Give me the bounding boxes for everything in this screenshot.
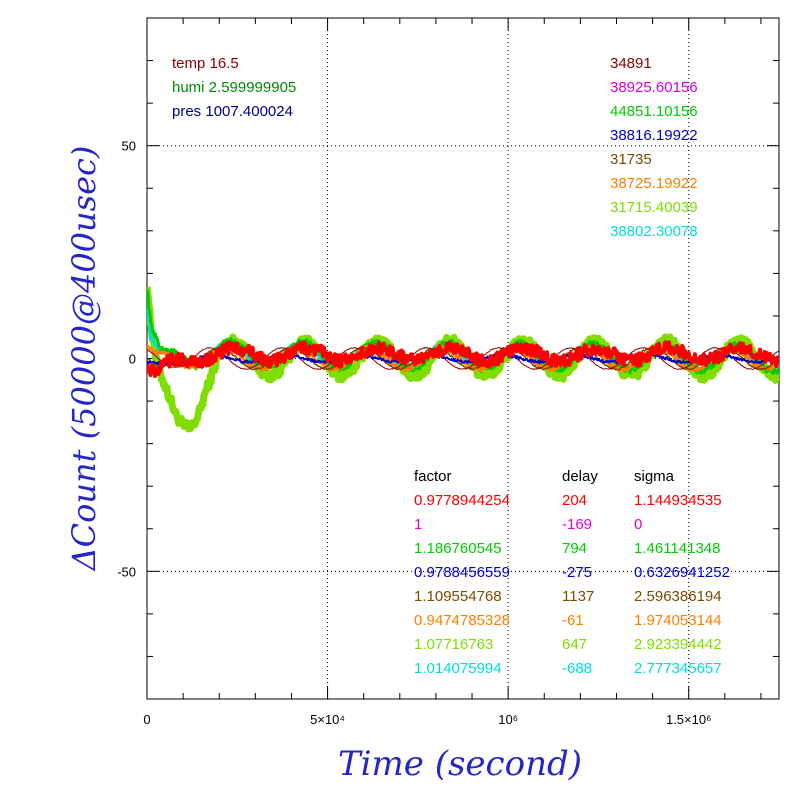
- count-label: 38816.19922: [610, 127, 698, 144]
- y-tick-label: -50: [117, 564, 136, 579]
- fit-table-header-sigma: sigma: [634, 468, 675, 485]
- fit-table-cell-delay: 1137: [562, 588, 594, 605]
- fit-table-cell-factor: 1.07716763: [414, 636, 493, 653]
- series-line: [147, 344, 779, 373]
- x-tick-labels: 0 5×10⁴ 10⁶ 1.5×10⁶: [143, 712, 711, 727]
- x-axis-label: Time (second): [338, 744, 582, 784]
- x-tick-label: 1.5×10⁶: [666, 712, 711, 727]
- fit-table-cell-sigma: 0: [634, 516, 642, 533]
- y-tick-label: 50: [122, 139, 136, 154]
- count-label: 44851.10156: [610, 103, 698, 120]
- x-tick-label: 0: [143, 712, 150, 727]
- series-layer: [147, 286, 779, 433]
- count-label: 31735: [610, 151, 652, 168]
- fit-table-cell-delay: -61: [562, 612, 584, 629]
- fit-table-cell-sigma: 1.974053144: [634, 612, 722, 629]
- fit-table-cell-delay: -688: [562, 660, 592, 677]
- environment-label: pres 1007.400024: [172, 103, 293, 120]
- count-label: 31715.40039: [610, 199, 698, 216]
- count-label: 34891: [610, 55, 652, 72]
- count-label: 38925.60156: [610, 79, 698, 96]
- x-tick-label: 5×10⁴: [310, 712, 345, 727]
- fit-table-cell-delay: -169: [562, 516, 592, 533]
- fit-table-header-factor: factor: [414, 468, 452, 485]
- fit-table-cell-delay: 204: [562, 492, 587, 509]
- fit-table-cell-factor: 1.109554768: [414, 588, 502, 605]
- fit-table-header-delay: delay: [562, 468, 598, 485]
- fit-table-cell-delay: -275: [562, 564, 592, 581]
- fit-table-cell-factor: 1.186760545: [414, 540, 502, 557]
- series-line: [147, 352, 779, 366]
- series-line: [147, 347, 779, 370]
- fit-table-cell-factor: 1: [414, 516, 422, 533]
- y-tick-labels: 50 0 -50: [117, 139, 136, 580]
- fit-table-cell-sigma: 1.461141348: [634, 540, 720, 557]
- fit-table-cell-factor: 0.9788456559: [414, 564, 510, 581]
- fit-table-cell-sigma: 0.6326941252: [634, 564, 730, 581]
- count-label: 38725.19922: [610, 175, 698, 192]
- x-tick-label: 10⁶: [498, 712, 518, 727]
- fit-table-cell-factor: 1.014075994: [414, 660, 502, 677]
- fit-table-cell-sigma: 2.596386194: [634, 588, 722, 605]
- fit-table-cell-delay: 647: [562, 636, 587, 653]
- fit-table-cell-sigma: 2.923394442: [634, 636, 722, 653]
- series-line: [147, 340, 779, 378]
- y-axis-label: ΔCount (50000@400usec): [65, 146, 103, 573]
- environment-label: humi 2.599999905: [172, 79, 296, 96]
- fit-table: factor delay sigma 0.9778944254 204 1.1449…: [414, 468, 730, 677]
- environment-annotations: temp 16.5 humi 2.599999905 pres 1007.40002…: [172, 55, 296, 120]
- environment-label: temp 16.5: [172, 55, 239, 72]
- count-label: 38802.30078: [610, 223, 698, 240]
- fit-table-cell-factor: 0.9778944254: [414, 492, 510, 509]
- count-annotations: 34891 38925.60156 44851.10156 38816.19922 31…: [610, 55, 698, 240]
- fit-table-cell-sigma: 2.777345657: [634, 660, 722, 677]
- y-tick-label: 0: [129, 352, 136, 367]
- fit-table-cell-sigma: 1.144934535: [634, 492, 722, 509]
- fit-table-cell-factor: 0.9474785328: [414, 612, 510, 629]
- fit-table-cell-delay: 794: [562, 540, 587, 557]
